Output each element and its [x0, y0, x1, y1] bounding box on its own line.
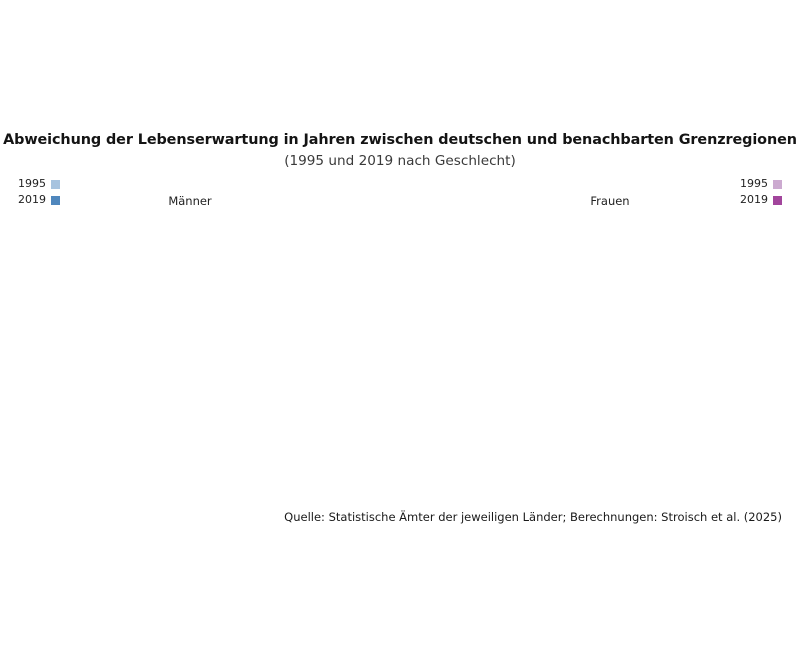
legend-label-women-1995: 1995 [740, 177, 768, 190]
panel-caption-men: Männer [168, 194, 212, 208]
legend-women: 1995 2019 [740, 176, 782, 208]
category-labels-men [18, 466, 374, 482]
title-block: Abweichung der Lebenserwartung in Jahren… [0, 130, 800, 171]
y-axis [374, 219, 426, 481]
legend-item-women-1995: 1995 [740, 176, 782, 192]
legend-label-women-2019: 2019 [740, 193, 768, 206]
legend-swatch-women-2019 [773, 195, 782, 205]
category-labels-women [426, 466, 782, 482]
legend-item-men-2019: 2019 [18, 192, 60, 208]
legend-swatch-men-1995 [51, 179, 60, 189]
plot-area-women [426, 219, 782, 461]
legend-swatch-women-1995 [773, 179, 782, 189]
source-note: Quelle: Statistische Ämter der jeweilige… [284, 510, 782, 524]
legend-label-men-1995: 1995 [18, 177, 46, 190]
plot-area-men [18, 219, 374, 461]
page-title: Abweichung der Lebenserwartung in Jahren… [3, 132, 797, 148]
legend-swatch-men-2019 [51, 195, 60, 205]
legend-item-men-1995: 1995 [18, 176, 60, 192]
legend-label-men-2019: 2019 [18, 193, 46, 206]
legend-item-women-2019: 2019 [740, 192, 782, 208]
chart-subtitle: (1995 und 2019 nach Geschlecht) [284, 153, 516, 169]
legend-men: 1995 2019 [18, 176, 60, 208]
panel-caption-women: Frauen [590, 194, 630, 208]
